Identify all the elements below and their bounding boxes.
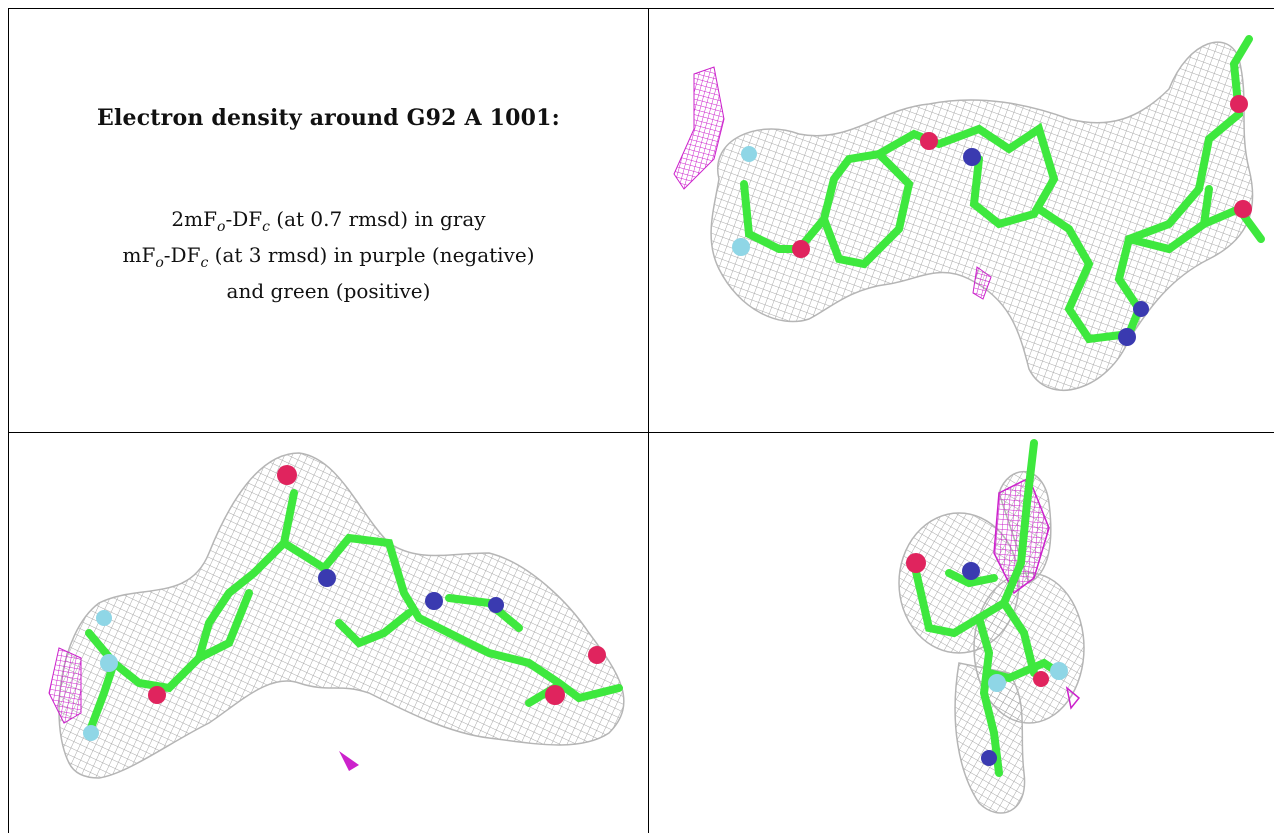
caption-body: 2mFo-DFc (at 0.7 rmsd) in gray mFo-DFc (… [9, 205, 648, 305]
negative-density-blob [48, 647, 82, 724]
density-view-bottom-left [9, 433, 648, 833]
ligand-atoms [83, 465, 606, 741]
ligand-bonds [85, 489, 623, 737]
table-border-left [8, 8, 9, 833]
table-border-center [648, 8, 649, 833]
negative-density-fragment [1065, 686, 1081, 710]
ligand-atoms [906, 553, 1068, 766]
figure-table: Electron density around G92 A 1001: 2mFo… [8, 8, 1274, 833]
caption-line-2: mFo-DFc (at 3 rmsd) in purple (negative) [122, 243, 535, 271]
negative-density-fragment [339, 751, 359, 771]
density-mesh [710, 41, 1254, 391]
table-border-top [8, 8, 1274, 9]
ligand-atoms [732, 95, 1252, 346]
negative-density-blob-small [972, 266, 992, 300]
ligand-density-view-1-icon [673, 35, 1265, 391]
ligand-density-view-2-icon [48, 452, 625, 779]
caption-cell: Electron density around G92 A 1001: 2mFo… [9, 9, 648, 432]
density-view-top-right [649, 9, 1274, 432]
caption-title: Electron density around G92 A 1001: [96, 105, 561, 131]
density-mesh-lower [954, 662, 1026, 814]
negative-density-blob [673, 66, 725, 190]
density-mesh [58, 452, 625, 779]
ligand-density-view-3-icon [898, 439, 1085, 814]
caption-line-1: 2mFo-DFc (at 0.7 rmsd) in gray [171, 207, 486, 235]
density-view-bottom-right [649, 433, 1274, 833]
caption-line-3: and green (positive) [226, 279, 431, 303]
table-border-middle [8, 432, 1274, 433]
